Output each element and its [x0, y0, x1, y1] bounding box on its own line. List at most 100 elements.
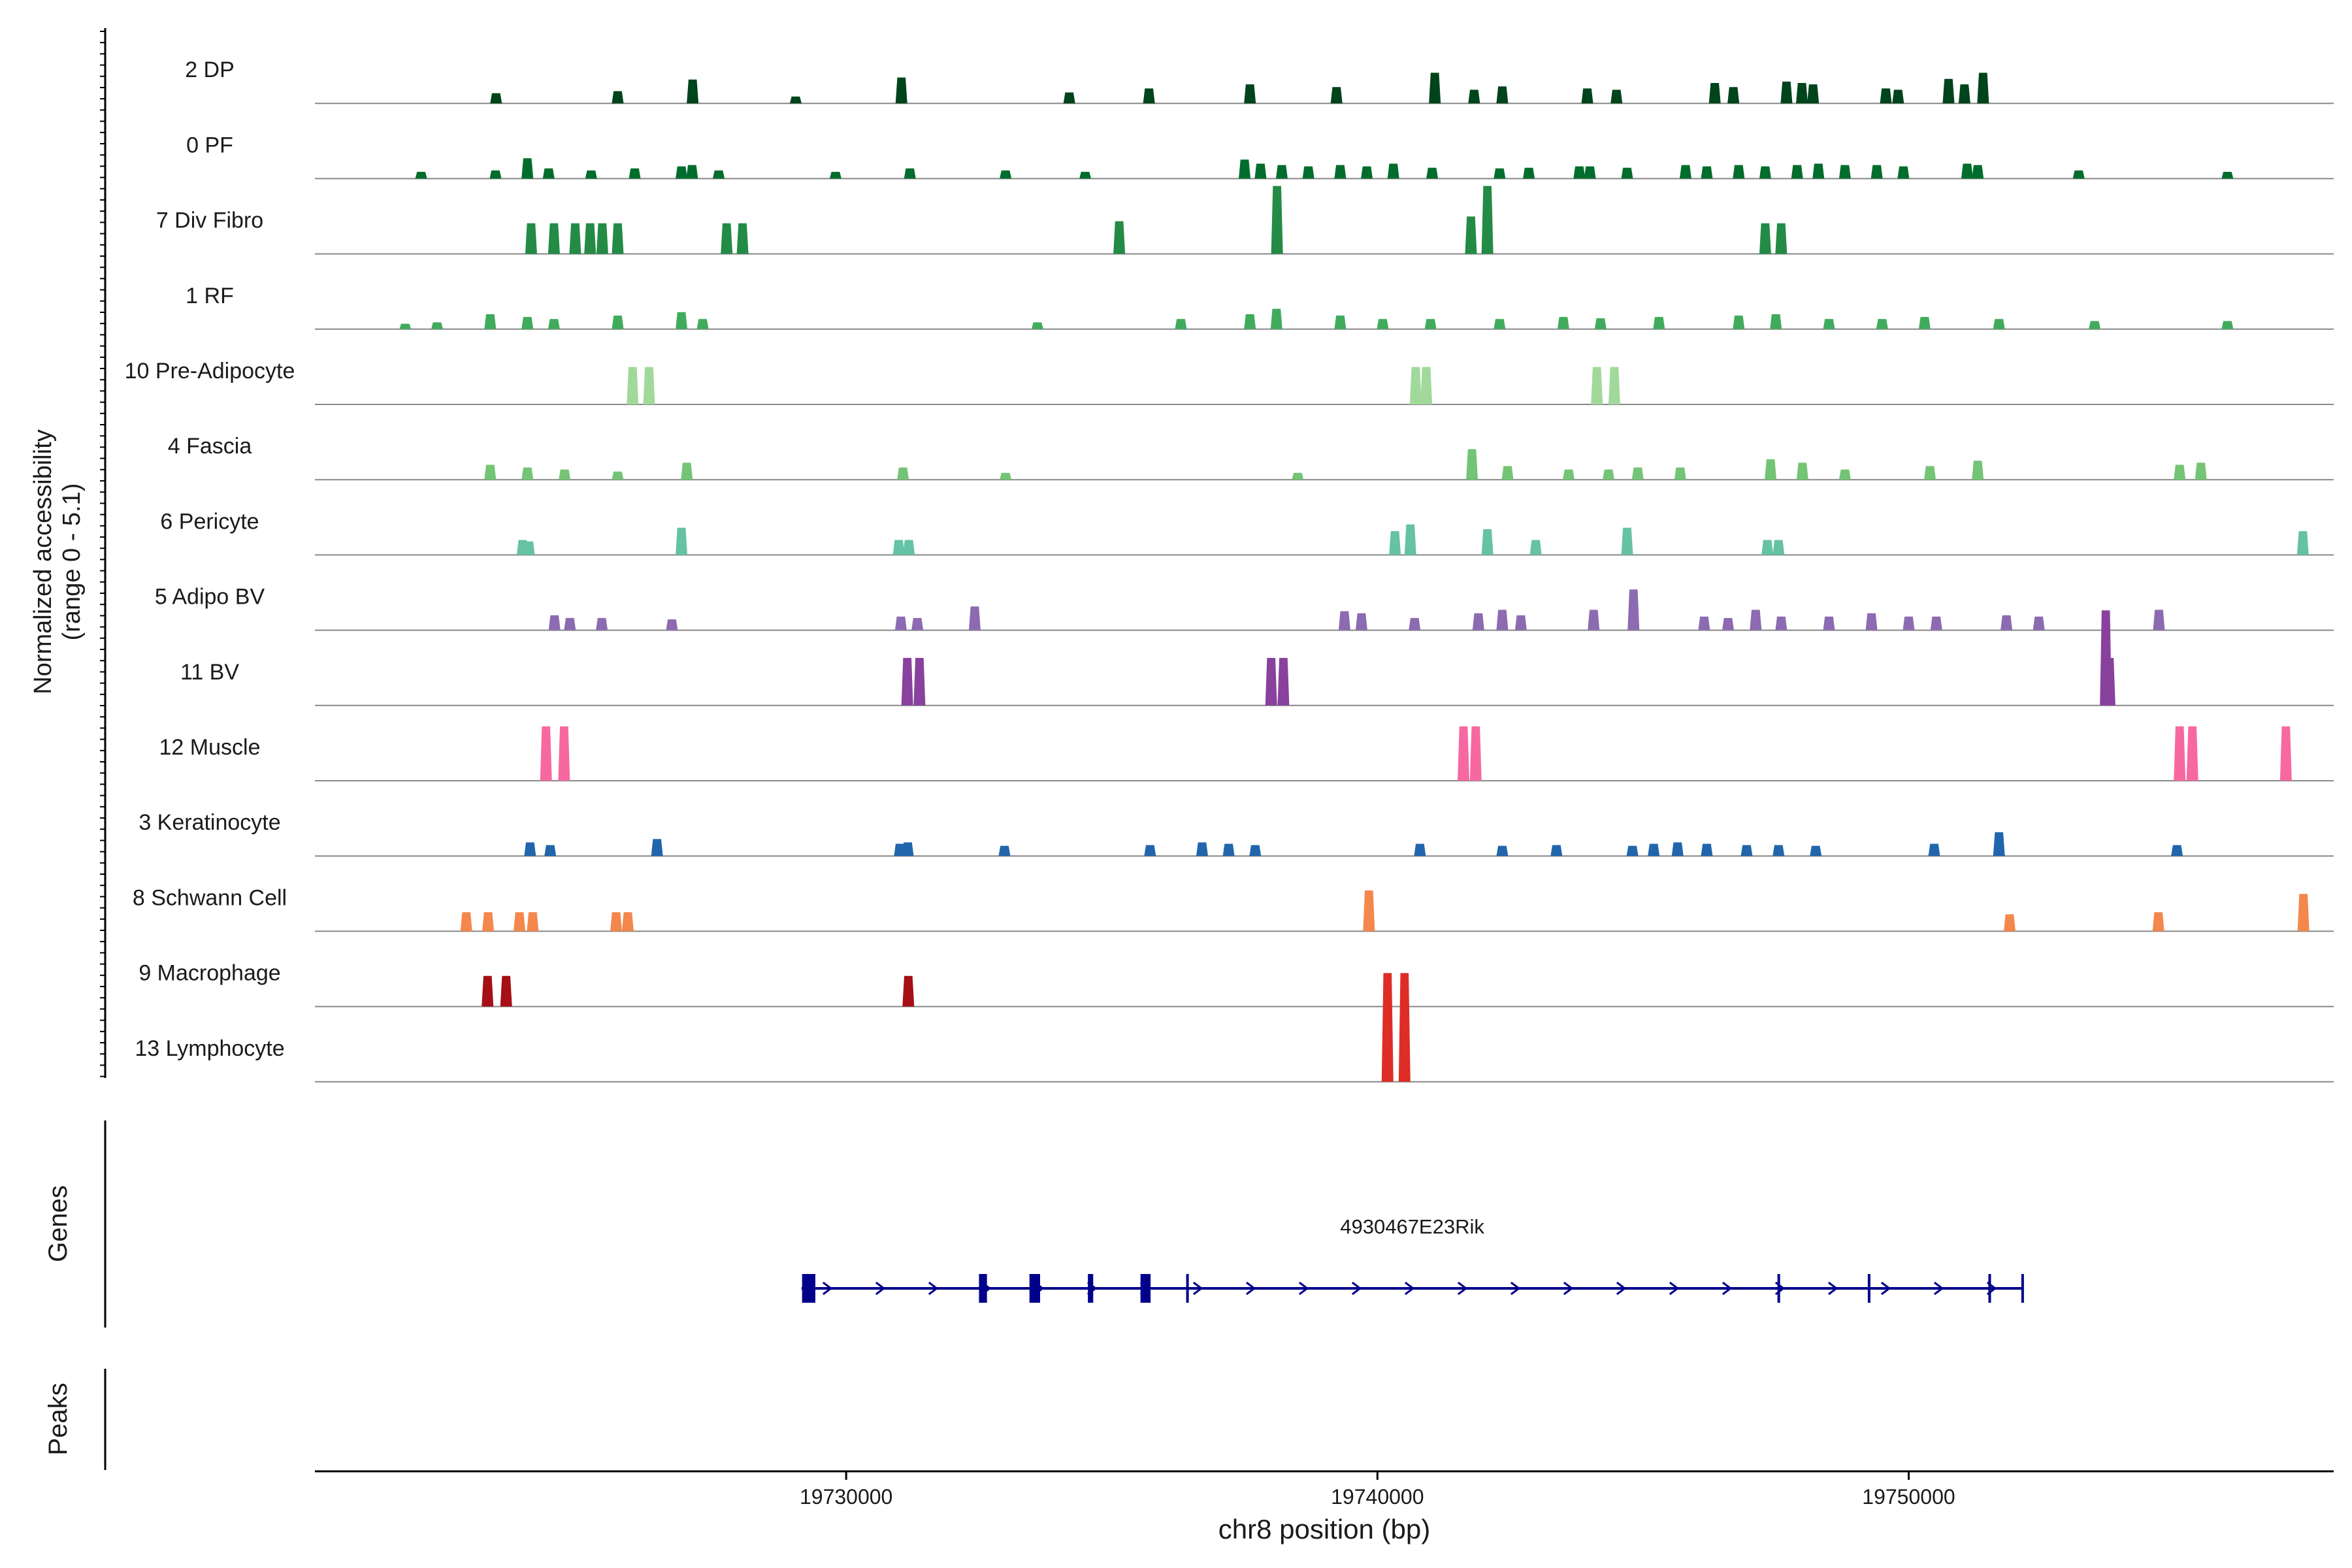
accessibility-peak [629, 168, 641, 179]
accessibility-peak [1529, 540, 1542, 555]
accessibility-peak [1404, 524, 1416, 555]
accessibility-peak [1772, 845, 1785, 857]
accessibility-peak [1222, 843, 1235, 857]
accessibility-peak [1481, 186, 1494, 254]
accessibility-peak [1334, 316, 1347, 329]
strand-arrow [1404, 1281, 1415, 1296]
x-tick-label: 19740000 [1331, 1485, 1424, 1509]
accessibility-peak [489, 170, 502, 179]
peaks-panel-label: Peaks [44, 1382, 73, 1455]
accessibility-peak [1472, 613, 1484, 630]
strand-arrow [1722, 1281, 1733, 1296]
accessibility-peak [584, 223, 596, 254]
accessibility-peak [1993, 832, 2005, 857]
accessibility-peak [2153, 610, 2165, 630]
accessibility-peak [1631, 467, 1644, 480]
accessibility-peak [1942, 78, 1955, 104]
accessibility-peak [2072, 170, 2085, 179]
accessibility-peak [585, 170, 597, 179]
gene-exon [1088, 1274, 1094, 1303]
accessibility-peak [676, 312, 688, 329]
accessibility-peak [1496, 86, 1509, 104]
accessibility-peak [676, 166, 688, 179]
accessibility-peak [1196, 842, 1208, 857]
accessibility-peak [482, 912, 495, 932]
accessibility-peak [713, 170, 725, 179]
accessibility-peak [1759, 223, 1771, 254]
accessibility-peak [2033, 616, 2045, 630]
accessibility-peak [1701, 166, 1713, 179]
accessibility-peak [1977, 73, 1989, 104]
accessibility-peak [2174, 726, 2186, 781]
accessibility-peak [1494, 168, 1506, 179]
accessibility-peak [2195, 463, 2207, 480]
x-axis: 19730000 19740000 19750000 chr8 position (… [315, 1470, 2334, 1544]
accessibility-peak [1000, 170, 1012, 179]
gene-exon [1140, 1274, 1151, 1303]
strand-arrow [928, 1281, 939, 1296]
track-label: 2 DP [185, 57, 235, 82]
accessibility-peak [500, 975, 512, 1007]
accessibility-peak [612, 91, 624, 104]
accessibility-peak [1876, 319, 1888, 329]
accessibility-peak [1265, 658, 1277, 706]
accessibility-peak [1363, 890, 1375, 932]
accessibility-peak [596, 223, 608, 254]
accessibility-peak [666, 619, 678, 630]
accessibility-peak [1563, 469, 1575, 480]
accessibility-peak [894, 616, 907, 630]
accessibility-peak [612, 223, 624, 254]
accessibility-peak [736, 223, 749, 254]
accessibility-peak [1277, 658, 1290, 706]
strand-arrow [1298, 1281, 1309, 1296]
track-label: 8 Schwann Cell [133, 885, 287, 910]
track-label: 13 Lymphocyte [135, 1036, 284, 1061]
strand-arrow [1563, 1281, 1574, 1296]
accessibility-peak [399, 323, 412, 329]
accessibility-peak [1627, 589, 1640, 630]
track-label: 7 Div Fibro [156, 208, 263, 233]
strand-arrow [1457, 1281, 1468, 1296]
gene-exon [1777, 1274, 1780, 1303]
accessibility-peak [1823, 616, 1835, 630]
accessibility-peak [1892, 90, 1904, 104]
accessibility-peak [1671, 842, 1684, 857]
accessibility-peak [1466, 449, 1478, 480]
gene-exon [1186, 1274, 1189, 1303]
accessibility-peak [1740, 845, 1753, 857]
track-label: 5 Adipo BV [155, 585, 265, 610]
accessibility-peak [895, 77, 907, 104]
accessibility-peak [1144, 845, 1156, 857]
accessibility-peak [1838, 469, 1851, 480]
accessibility-peak [564, 617, 576, 630]
accessibility-peak [490, 93, 502, 104]
accessibility-peak [1761, 540, 1774, 555]
genes-panel-label: Genes [44, 1185, 73, 1262]
track-9: 11 BV [180, 610, 2334, 706]
accessibility-peak [829, 172, 841, 179]
genes-panel: Genes 4930467E23Rik [44, 1120, 2024, 1328]
accessibility-peak [1603, 469, 1615, 480]
gene-exon [2021, 1274, 2024, 1303]
peaks-panel: Peaks [44, 1369, 106, 1470]
accessibility-peak [1733, 316, 1745, 329]
accessibility-peak [1653, 317, 1665, 329]
accessibility-peak [1334, 165, 1347, 179]
accessibility-peak [1807, 84, 1820, 104]
track-3: 7 Div Fibro [156, 186, 2334, 255]
strand-arrow [822, 1281, 833, 1296]
accessibility-peak [1420, 367, 1433, 404]
accessibility-peak [1409, 617, 1421, 630]
track-12: 8 Schwann Cell [133, 885, 2334, 932]
accessibility-peak [1958, 84, 1970, 104]
accessibility-peak [1588, 610, 1600, 630]
accessibility-peak [1621, 167, 1633, 179]
accessibility-peak [1930, 616, 1942, 630]
x-tick-label: 19750000 [1862, 1485, 1955, 1509]
accessibility-peak [1581, 88, 1593, 104]
accessibility-peak [1271, 186, 1283, 254]
accessibility-peak [1865, 613, 1878, 630]
accessibility-peak [547, 223, 560, 254]
accessibility-peak [1465, 216, 1477, 254]
accessibility-peak [1993, 319, 2005, 329]
